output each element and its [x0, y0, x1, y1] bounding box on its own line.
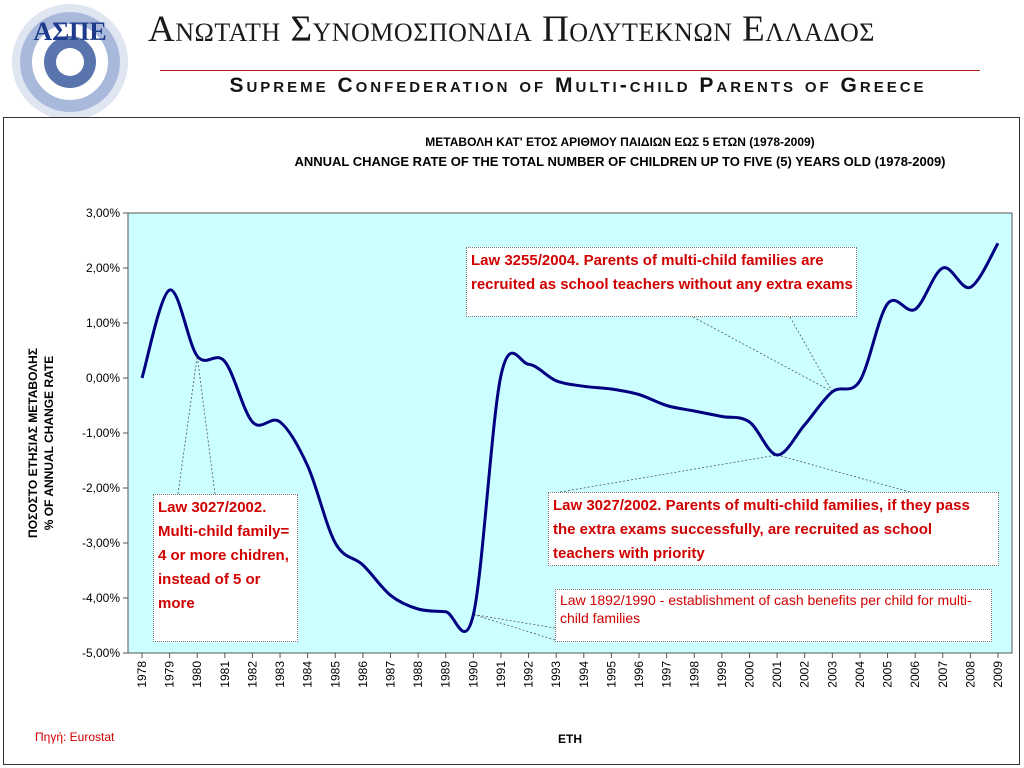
- annotation-leader-line: [776, 454, 911, 493]
- x-tick-label: 2002: [798, 661, 812, 688]
- y-tick-label: 1,00%: [86, 316, 120, 330]
- annotation-leader-line: [196, 355, 216, 495]
- x-tick-label: 1992: [522, 661, 536, 688]
- chart-subtitle: ANNUAL CHANGE RATE OF THE TOTAL NUMBER O…: [294, 154, 945, 169]
- y-axis-label-greek: ΠΟΣΟΣΤΟ ΕΤΗΣΙΑΣ ΜΕΤΑΒΟΛΗΣ: [26, 348, 40, 538]
- x-tick-label: 2005: [881, 661, 895, 688]
- annotation-leader-line: [177, 355, 198, 495]
- annotation-law-3027-right: Law 3027/2002. Parents of multi-child fa…: [548, 492, 999, 566]
- annotation-law-3027-left: Law 3027/2002. Multi-child family= 4 or …: [153, 494, 298, 642]
- x-tick-label: 1985: [328, 661, 342, 688]
- x-axis: 1978 1979 1980 1981 1982 1983 1984 1985 1986 1987…: [135, 653, 1005, 688]
- annotation-leader-line: [473, 614, 556, 629]
- x-tick-label: 2009: [991, 661, 1005, 688]
- x-tick-label: 1979: [163, 661, 177, 688]
- y-tick-label: 2,00%: [86, 261, 120, 275]
- y-tick-label: -5,00%: [82, 646, 120, 660]
- x-tick-label: 2006: [908, 661, 922, 688]
- x-tick-label: 2001: [770, 661, 784, 688]
- x-tick-label: 1978: [135, 661, 149, 688]
- x-tick-label: 1995: [604, 661, 618, 688]
- x-tick-label: 1980: [190, 661, 204, 688]
- x-tick-label: 1982: [245, 661, 259, 688]
- page-title-english: Supreme Confederation of Multi-child Par…: [229, 74, 927, 97]
- x-tick-label: 1996: [632, 661, 646, 688]
- x-tick-label: 1993: [549, 661, 563, 688]
- y-tick-label: 0,00%: [86, 371, 120, 385]
- y-axis: 3,00% 2,00% 1,00% 0,00% -1,00% -2,00% -3,00% -4…: [82, 206, 128, 660]
- x-tick-label: 1997: [660, 661, 674, 688]
- annotation-leader-line: [559, 454, 778, 493]
- x-tick-label: 1989: [439, 661, 453, 688]
- title-divider: [160, 70, 980, 71]
- y-tick-label: 3,00%: [86, 206, 120, 220]
- annotation-law-3255: Law 3255/2004. Parents of multi-child fa…: [466, 247, 857, 317]
- annotation-law-1892: Law 1892/1990 - establishment of cash be…: [555, 589, 992, 642]
- x-tick-label: 1986: [356, 661, 370, 688]
- x-tick-label: 2004: [853, 661, 867, 688]
- y-tick-label: -3,00%: [82, 536, 120, 550]
- y-tick-label: -2,00%: [82, 481, 120, 495]
- annotation-leaders: [177, 316, 911, 641]
- x-axis-label: ETH: [558, 732, 582, 746]
- y-axis-label-english: % OF ANNUAL CHANGE RATE: [42, 356, 56, 530]
- x-tick-label: 1998: [687, 661, 701, 688]
- chart-title: ΜΕΤΑΒΟΛΗ ΚΑΤ' ΕΤΟΣ ΑΡΙΘΜΟΥ ΠΑΙΔΙΩΝ ΕΩΣ 5…: [425, 135, 814, 149]
- y-tick-label: -4,00%: [82, 591, 120, 605]
- aspe-logo: ΑΣΠΕ: [12, 4, 128, 118]
- page-title-greek: Ανωτατη Συνομοσπονδια Πολυτεκνων Ελλαδος: [148, 9, 875, 50]
- x-tick-label: 1983: [273, 661, 287, 688]
- series-line: [140, 242, 1000, 633]
- x-tick-label: 1999: [715, 661, 729, 688]
- x-tick-label: 2007: [936, 661, 950, 688]
- x-tick-label: 1984: [301, 661, 315, 688]
- x-tick-label: 1994: [577, 661, 591, 688]
- x-tick-label: 1988: [411, 661, 425, 688]
- x-tick-label: 2003: [825, 661, 839, 688]
- x-tick-label: 2008: [963, 661, 977, 688]
- y-tick-label: -1,00%: [82, 426, 120, 440]
- x-tick-label: 2000: [742, 661, 756, 688]
- x-tick-label: 1990: [466, 661, 480, 688]
- source-note: Πηγή: Eurostat: [35, 730, 115, 744]
- x-tick-label: 1987: [384, 661, 398, 688]
- x-tick-label: 1981: [218, 661, 232, 688]
- logo-text: ΑΣΠΕ: [33, 17, 106, 46]
- x-tick-label: 1991: [494, 661, 508, 688]
